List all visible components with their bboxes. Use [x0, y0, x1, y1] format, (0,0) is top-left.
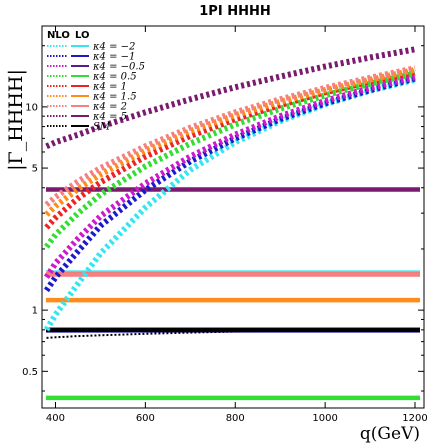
- nlo-curve-2: [43, 74, 416, 279]
- legend-label: SM: [93, 122, 111, 133]
- y-tick-label: 1: [32, 306, 38, 317]
- x-tick-label: 1000: [312, 413, 337, 424]
- axis-ticks: 400 600 800 1000 1200 0.5 1 5 10: [22, 26, 428, 424]
- x-tick-label: 800: [226, 413, 245, 424]
- legend-label: κ4 = 0.5: [92, 72, 137, 83]
- y-tick-label: 5: [32, 164, 38, 175]
- chart-title: 1PI HHHH: [199, 4, 270, 19]
- nlo-curve-1: [44, 75, 416, 293]
- nlo-curve-3: [44, 70, 416, 249]
- nlo-curve-6: [44, 65, 416, 207]
- nlo-curve-8: [46, 327, 416, 339]
- legend-label: κ4 = −1: [92, 52, 135, 63]
- nlo-curve-0: [43, 76, 416, 332]
- x-tick-label: 1200: [402, 413, 427, 424]
- lo-lines: [46, 187, 420, 401]
- legend-header-lo: LO: [75, 30, 90, 41]
- y-axis-label: |Γ_HHHH|: [5, 69, 27, 171]
- y-tick-label: 10: [25, 102, 38, 113]
- legend-label: κ4 = 5: [92, 112, 127, 123]
- legend-label: κ4 = 1.5: [92, 92, 137, 103]
- x-tick-label: 400: [46, 413, 65, 424]
- nlo-curves: [43, 46, 416, 339]
- legend-label: κ4 = −2: [92, 42, 135, 53]
- y-tick-label: 0.5: [22, 367, 38, 378]
- x-tick-label: 600: [136, 413, 155, 424]
- plot-frame: [41, 25, 425, 409]
- legend-header-nlo: NLO: [47, 30, 70, 41]
- legend-label: κ4 = −0.5: [92, 62, 145, 73]
- x-axis-label: q(GeV): [360, 424, 420, 444]
- legend-label: κ4 = 1: [92, 82, 127, 93]
- nlo-curve-7: [45, 46, 416, 150]
- legend-label: κ4 = 2: [92, 102, 127, 113]
- nlo-curve-5: [44, 66, 416, 217]
